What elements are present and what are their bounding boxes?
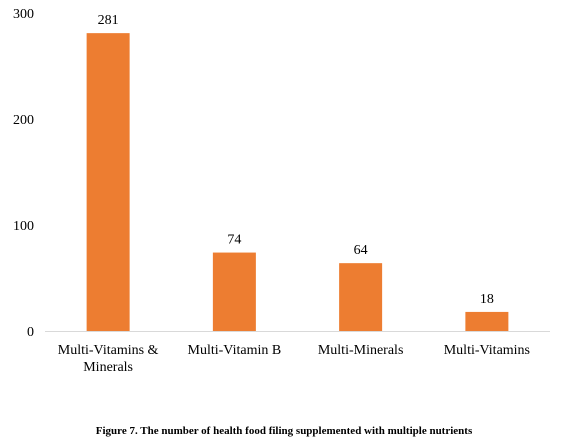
x-tick-label-line: Multi-Minerals <box>318 343 404 358</box>
bar <box>339 263 383 331</box>
data-label: 74 <box>227 233 241 248</box>
x-tick-label: Multi-Vitamins & Minerals <box>58 343 159 375</box>
x-tick-label-line: Multi-Vitamin B <box>188 343 282 358</box>
y-tick-label: 200 <box>13 113 34 128</box>
data-label: 18 <box>480 292 494 307</box>
data-labels: 281 74 64 18 <box>98 13 494 307</box>
x-tick-label-line: Minerals <box>83 360 133 375</box>
x-tick-label: Multi-Minerals <box>318 343 404 358</box>
bar <box>86 33 130 331</box>
x-tick-label-line: Multi-Vitamins & <box>58 343 159 358</box>
y-tick-label: 0 <box>27 325 34 340</box>
data-label: 64 <box>354 243 368 258</box>
x-tick-label: Multi-Vitamin B <box>188 343 282 358</box>
y-tick-label: 300 <box>13 7 34 22</box>
bars <box>86 33 509 331</box>
x-tick-label-line: Multi-Vitamins <box>444 343 530 358</box>
y-axis-tick-labels: 0 100 200 300 <box>13 7 34 340</box>
bar <box>465 311 509 331</box>
x-axis-category-labels: Multi-Vitamins & Minerals Multi-Vitamin B M… <box>58 343 530 375</box>
data-label: 281 <box>98 13 119 28</box>
y-tick-label: 100 <box>13 219 34 234</box>
x-tick-label: Multi-Vitamins <box>444 343 530 358</box>
figure-caption: Figure 7. The number of health food fili… <box>95 425 473 437</box>
bar <box>212 252 256 331</box>
bar-chart: 0 100 200 300 281 74 64 18 Multi-Vitamins & Min… <box>13 7 550 375</box>
